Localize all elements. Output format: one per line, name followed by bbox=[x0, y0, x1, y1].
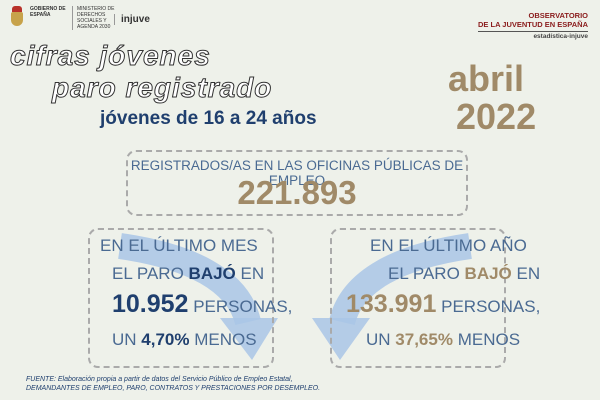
monthly-box bbox=[88, 228, 274, 368]
monthly-number: 10.952 bbox=[112, 290, 189, 318]
age-range: jóvenes de 16 a 24 años bbox=[100, 108, 317, 129]
summary-value: 221.893 bbox=[237, 174, 357, 211]
summary-label: REGISTRADOS/AS EN LAS OFICINAS PÚBLICAS … bbox=[130, 158, 464, 188]
yearly-line3: 133.991 PERSONAS, bbox=[346, 290, 540, 319]
yearly-line2-pre: EL PARO bbox=[388, 264, 460, 283]
gobierno-text: GOBIERNO DE ESPAÑA bbox=[30, 6, 66, 18]
observatorio-line1: OBSERVATORIO bbox=[528, 11, 588, 20]
yearly-number: 133.991 bbox=[346, 290, 437, 318]
ministerio-text: MINISTERIO DE DERECHOS SOCIALES Y AGENDA… bbox=[72, 6, 127, 30]
yearly-line2: EL PARO BAJÓ EN bbox=[388, 264, 540, 284]
yearly-line2-bold: BAJÓ bbox=[464, 264, 512, 283]
yearly-line4: UN 37,65% MENOS bbox=[366, 330, 520, 350]
observatorio-line2: DE LA JUVENTUD EN ESPAÑA bbox=[477, 19, 588, 29]
summary-box bbox=[126, 150, 468, 216]
yearly-line1: EN EL ÚLTIMO AÑO bbox=[370, 236, 527, 255]
monthly-unit: PERSONAS, bbox=[193, 297, 293, 316]
yearly-pct-pre: UN bbox=[366, 330, 391, 349]
down-right-arrow-icon bbox=[118, 233, 278, 360]
yearly-unit: PERSONAS, bbox=[441, 297, 541, 316]
down-left-arrow-icon bbox=[312, 233, 472, 360]
monthly-line3: 10.952 PERSONAS, bbox=[112, 290, 292, 319]
observatorio-logo: OBSERVATORIO DE LA JUVENTUD EN ESPAÑA es… bbox=[477, 11, 588, 42]
monthly-line2-pre: EL PARO bbox=[112, 264, 184, 283]
title-line1: cifras jóvenes bbox=[10, 40, 211, 72]
monthly-pct-pre: UN bbox=[112, 330, 137, 349]
yearly-line2-post: EN bbox=[516, 264, 541, 283]
year: 2022 bbox=[456, 96, 537, 137]
monthly-line2-post: EN bbox=[240, 264, 265, 283]
title-line2: paro registrado bbox=[51, 72, 273, 104]
source-line1: FUENTE: Elaboración propia a partir de d… bbox=[26, 376, 293, 383]
monthly-line4: UN 4,70% MENOS bbox=[112, 330, 257, 350]
monthly-line2: EL PARO BAJÓ EN bbox=[112, 264, 264, 284]
observatorio-sub: estadística-injuve bbox=[477, 31, 588, 42]
yearly-box bbox=[330, 228, 506, 368]
source-line2: DEMANDANTES DE EMPLEO, PARO, CONTRATOS Y… bbox=[26, 384, 321, 392]
month: abril bbox=[448, 58, 525, 99]
monthly-pct-post: MENOS bbox=[194, 330, 257, 349]
gobierno-logo: GOBIERNO DE ESPAÑA MINISTERIO DE DERECHO… bbox=[8, 6, 127, 30]
monthly-line1: EN EL ÚLTIMO MES bbox=[100, 236, 258, 255]
yearly-pct: 37,65% bbox=[395, 330, 453, 349]
injuve-logo: injuve bbox=[114, 14, 150, 25]
yearly-pct-post: MENOS bbox=[457, 330, 521, 349]
source-note: FUENTE: Elaboración propia a partir de d… bbox=[26, 376, 320, 393]
coat-of-arms-icon bbox=[8, 6, 26, 28]
monthly-line2-bold: BAJÓ bbox=[188, 264, 236, 283]
monthly-pct: 4,70% bbox=[141, 330, 190, 349]
